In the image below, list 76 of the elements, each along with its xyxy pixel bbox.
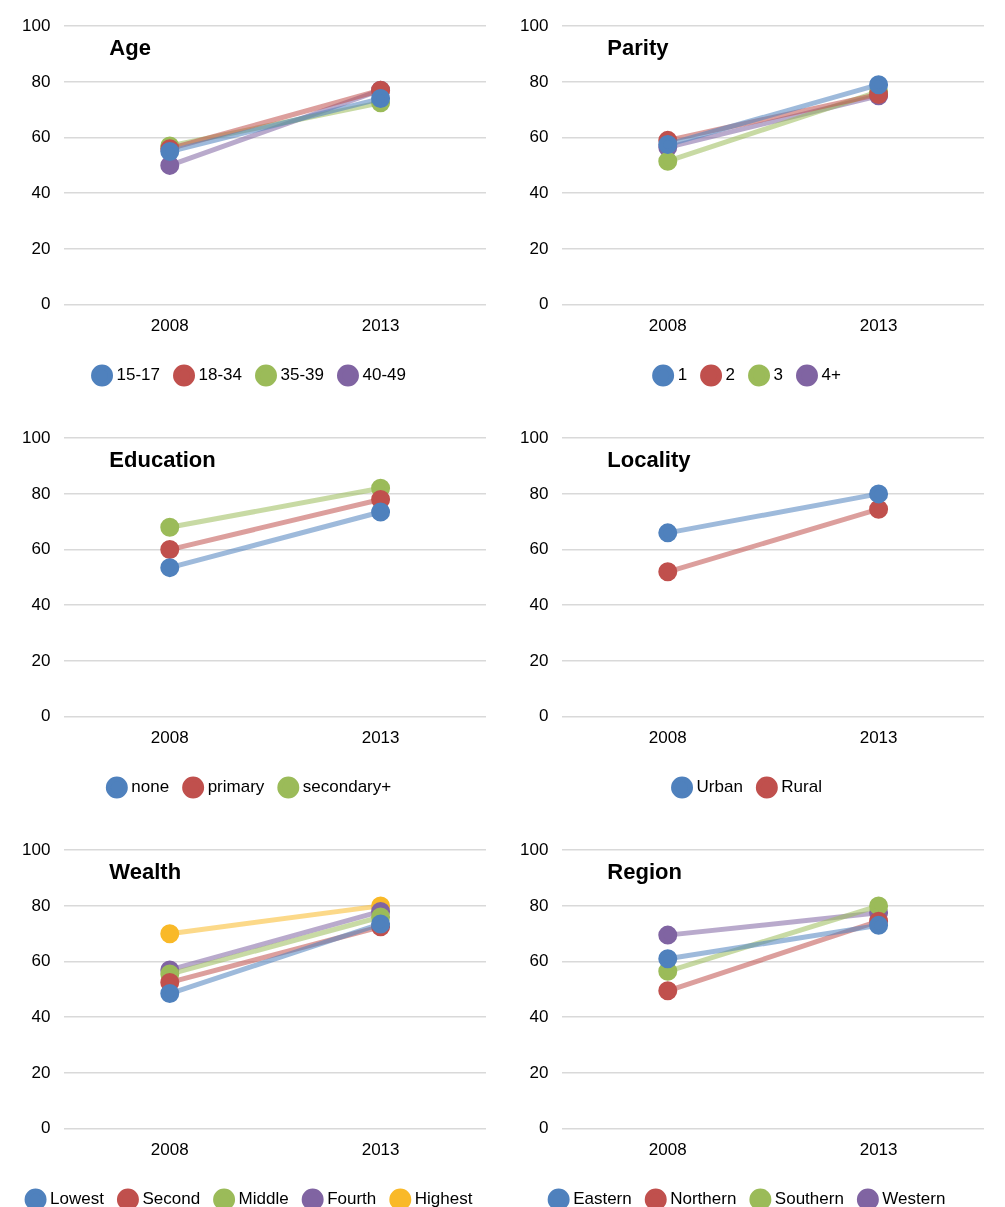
legend-label: Middle (238, 1189, 289, 1207)
chart-title: Age (109, 35, 151, 61)
x-tick-label: 2008 (648, 316, 687, 336)
y-tick-label: 100 (21, 839, 51, 859)
legend-label: 1 (677, 365, 688, 385)
y-tick-label: 60 (31, 951, 51, 971)
x-tick-label: 2013 (859, 728, 898, 748)
x-tick-label: 2008 (648, 728, 687, 748)
legend-label: 18-34 (198, 365, 242, 385)
x-tick-label: 2008 (150, 316, 189, 336)
y-tick-label: 40 (529, 1006, 549, 1026)
legend-label: Southern (774, 1189, 844, 1207)
y-tick-label: 40 (529, 594, 549, 614)
y-tick-label: 0 (538, 1118, 549, 1138)
y-tick-label: 100 (519, 15, 549, 35)
legend-label: 15-17 (116, 365, 161, 385)
legend-label: Eastern (573, 1189, 632, 1207)
y-tick-label: 0 (40, 706, 51, 726)
x-tick-label: 2013 (859, 316, 898, 336)
y-tick-label: 20 (529, 1062, 549, 1082)
y-tick-label: 100 (519, 427, 549, 447)
y-tick-label: 20 (31, 650, 51, 670)
y-tick-label: 20 (529, 238, 549, 258)
legend-label: Urban (696, 777, 743, 797)
y-tick-label: 20 (31, 1062, 51, 1082)
x-tick-label: 2013 (361, 1140, 400, 1160)
x-tick-label: 2008 (150, 728, 189, 748)
chart-title: Locality (607, 447, 692, 473)
legend-label: 3 (773, 365, 783, 385)
legend-label: Western (882, 1189, 946, 1207)
y-tick-label: 60 (529, 951, 549, 971)
y-tick-label: 0 (40, 294, 51, 314)
y-tick-label: 40 (529, 182, 549, 202)
x-tick-label: 2008 (150, 1140, 189, 1160)
legend-label: Rural (781, 777, 822, 797)
chart-title: Education (109, 447, 216, 473)
x-tick-label: 2008 (648, 1140, 687, 1160)
y-tick-label: 20 (31, 238, 51, 258)
y-tick-label: 80 (529, 71, 549, 91)
y-tick-label: 80 (31, 895, 51, 915)
legend-label: 4+ (821, 365, 841, 385)
y-tick-label: 60 (529, 539, 549, 559)
y-tick-label: 0 (538, 706, 549, 726)
y-tick-label: 40 (31, 594, 51, 614)
legend-label: Highest (414, 1189, 473, 1207)
y-tick-label: 20 (529, 650, 549, 670)
legend-label: 2 (725, 365, 736, 385)
y-tick-label: 100 (519, 839, 549, 859)
y-tick-label: 100 (21, 427, 51, 447)
y-tick-label: 0 (40, 1118, 51, 1138)
chart-title: Region (607, 859, 682, 885)
x-tick-label: 2013 (361, 728, 400, 748)
y-tick-label: 40 (31, 1006, 51, 1026)
x-tick-label: 2013 (361, 316, 400, 336)
legend-label: none (131, 777, 170, 797)
y-tick-label: 60 (31, 127, 51, 147)
chart-title: Parity (607, 35, 670, 61)
legend-label: Lowest (50, 1189, 105, 1207)
legend-label: primary (207, 777, 265, 797)
legend-label: Second (142, 1189, 201, 1207)
y-tick-label: 80 (31, 483, 51, 503)
y-tick-label: 60 (31, 539, 51, 559)
chart-title: Wealth (109, 859, 182, 885)
legend-label: Fourth (327, 1189, 377, 1207)
y-tick-label: 80 (31, 71, 51, 91)
y-tick-label: 60 (529, 127, 549, 147)
y-tick-label: 0 (538, 294, 549, 314)
legend-label: 35-39 (280, 365, 324, 385)
y-tick-label: 80 (529, 483, 549, 503)
y-tick-label: 40 (31, 182, 51, 202)
legend-label: Northern (670, 1189, 737, 1207)
y-tick-label: 80 (529, 895, 549, 915)
legend-label: 40-49 (362, 365, 406, 385)
y-tick-label: 100 (21, 15, 51, 35)
legend-label: secondary+ (302, 777, 392, 797)
x-tick-label: 2013 (859, 1140, 898, 1160)
